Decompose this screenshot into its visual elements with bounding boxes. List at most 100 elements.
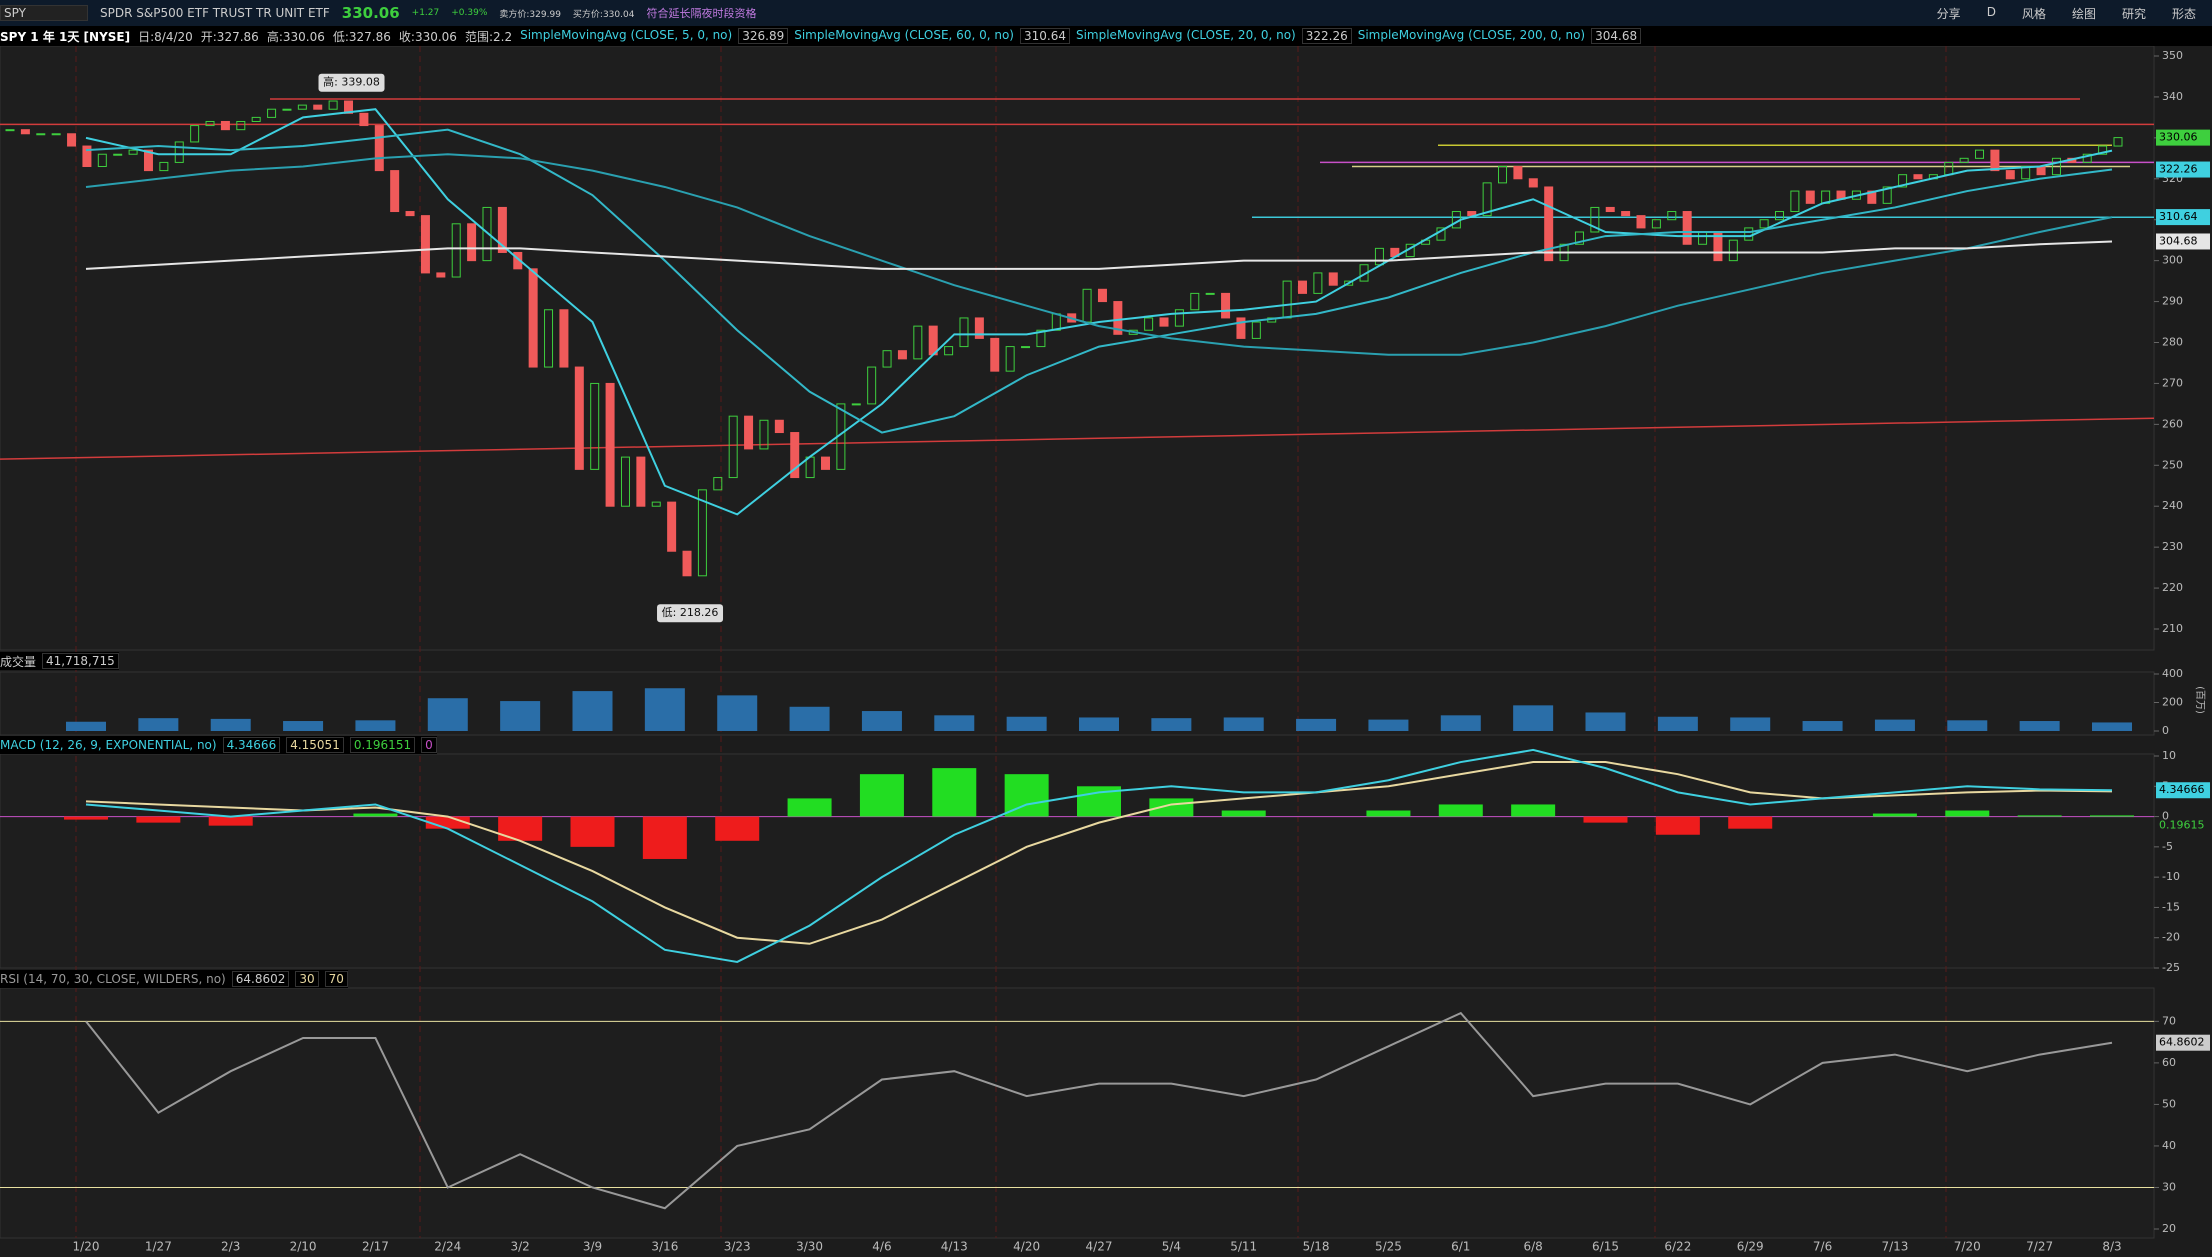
candle — [774, 419, 784, 434]
x-tick-label: 5/18 — [1303, 1240, 1330, 1254]
candle — [1498, 166, 1508, 184]
volume-bar — [138, 718, 179, 731]
candle — [574, 366, 584, 470]
candle — [359, 112, 369, 127]
toolbar-button[interactable]: 绘图 — [2071, 6, 2096, 21]
candle — [436, 272, 446, 278]
x-tick-label: 6/8 — [1523, 1240, 1542, 1254]
candle — [1021, 346, 1031, 349]
candle — [1605, 206, 1615, 213]
candle — [882, 350, 892, 368]
price-tag — [2156, 209, 2210, 226]
toolbar-button[interactable]: 研究 — [2121, 6, 2146, 21]
candle — [328, 100, 338, 110]
candle — [190, 125, 200, 143]
macd-zero: 0 — [421, 737, 437, 753]
candle — [2067, 157, 2077, 163]
candle — [1774, 211, 1784, 221]
y-tick-label: 200 — [2162, 696, 2183, 709]
candle — [1713, 231, 1723, 262]
candle — [251, 116, 261, 122]
candle — [821, 456, 831, 470]
y-tick-label: 210 — [2162, 622, 2183, 635]
y-tick-label: 280 — [2162, 336, 2183, 349]
candle — [651, 501, 661, 507]
candle — [697, 489, 707, 577]
volume-bar — [1151, 718, 1192, 731]
symbol-box[interactable]: SPY — [0, 5, 88, 21]
callout-box — [318, 73, 385, 92]
candle — [636, 456, 646, 507]
volume-unit: (百万) — [2194, 686, 2206, 714]
volume-bar — [1513, 705, 1554, 731]
candle — [220, 120, 230, 131]
candle — [1128, 329, 1138, 335]
candle — [2098, 145, 2108, 155]
y-tick-label: 240 — [2162, 499, 2183, 512]
candle — [559, 309, 569, 368]
x-tick-label: 5/25 — [1375, 1240, 1402, 1254]
x-tick-label: 6/29 — [1737, 1240, 1764, 1254]
volume-bar — [2019, 721, 2060, 731]
candle — [620, 456, 630, 507]
candle — [1313, 272, 1323, 294]
candle — [1944, 161, 1954, 176]
candle — [159, 161, 169, 172]
macd-header: MACD (12, 26, 9, EXPONENTIAL, no) 4.34666… — [0, 736, 437, 754]
trendline — [0, 417, 2155, 460]
candle — [728, 415, 738, 479]
candle — [1344, 280, 1354, 286]
y-tick-label: -15 — [2162, 900, 2180, 913]
candle — [1113, 301, 1123, 335]
candle — [1390, 247, 1400, 258]
volume-bar — [1585, 712, 1626, 731]
candle — [1728, 239, 1738, 262]
candle — [851, 403, 861, 406]
candle — [1759, 219, 1769, 229]
macd-hist-bar — [1004, 774, 1049, 817]
x-tick-label: 2/24 — [434, 1240, 461, 1254]
volume-bar — [1223, 717, 1264, 731]
candle — [297, 104, 307, 110]
x-tick-label: 2/3 — [221, 1240, 240, 1254]
price-tag-label: 322.26 — [2159, 163, 2198, 176]
candle — [805, 456, 815, 479]
y-tick-label: 40 — [2162, 1139, 2176, 1152]
y-tick-label: 320 — [2162, 172, 2183, 185]
volume-bar — [427, 698, 468, 731]
toolbar-button[interactable]: 分享 — [1936, 6, 1961, 21]
candle — [113, 153, 123, 156]
candle — [1174, 309, 1184, 327]
candle — [682, 550, 692, 577]
open: 开:327.86 — [200, 29, 259, 44]
candle — [928, 325, 938, 356]
macd-hist-bar — [208, 816, 253, 826]
volume-header: 成交量 41,718,715 — [0, 652, 119, 670]
toolbar-button[interactable]: D — [1986, 4, 1996, 19]
toolbar-button[interactable]: 风格 — [2021, 6, 2046, 21]
candle — [1667, 211, 1677, 221]
x-tick-label: 8/3 — [2102, 1240, 2121, 1254]
y-tick-label: 350 — [2162, 49, 2183, 62]
candle — [759, 419, 769, 450]
study-name: SimpleMovingAvg (CLOSE, 5, 0, no) — [520, 28, 733, 42]
toolbar-button[interactable]: 形态 — [2171, 6, 2196, 21]
candle — [1928, 174, 1938, 180]
volume-bar — [355, 720, 396, 731]
sma-line — [85, 108, 2113, 516]
study-value: 322.26 — [1301, 28, 1352, 44]
macd-hist-bar — [642, 816, 687, 859]
candle — [1898, 174, 1908, 188]
candle — [1559, 243, 1569, 262]
macd-hist-bar — [353, 813, 398, 817]
candle — [713, 477, 723, 491]
macd-hist-bar — [425, 816, 470, 829]
panel — [0, 987, 2155, 1239]
rsi-lower: 30 — [295, 971, 319, 987]
candle — [82, 145, 92, 168]
x-tick-label: 6/1 — [1451, 1240, 1470, 1254]
price-tag-label: 330.06 — [2159, 131, 2198, 144]
y-tick-label: 400 — [2162, 667, 2183, 680]
candle — [1990, 149, 2000, 172]
macd-hist-bar — [932, 768, 977, 817]
